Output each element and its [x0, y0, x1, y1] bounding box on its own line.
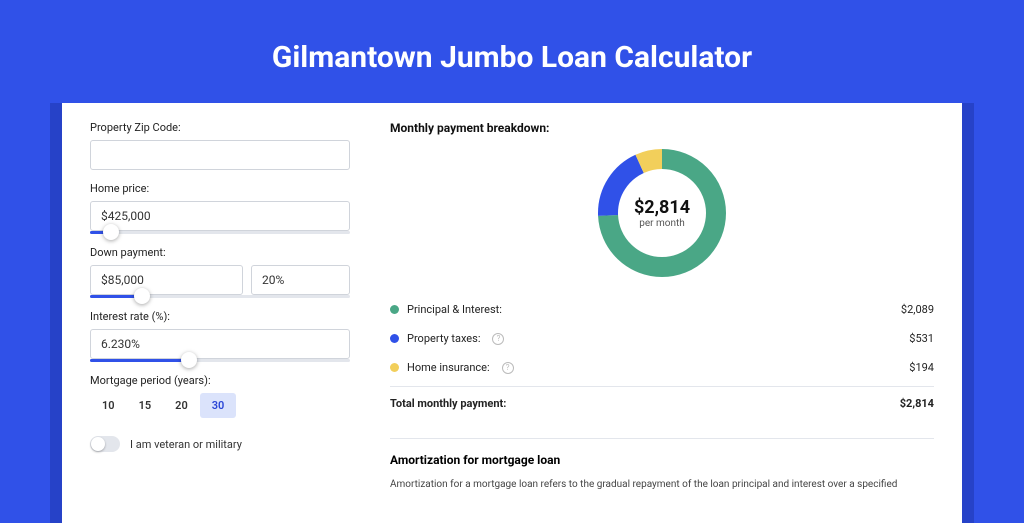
legend-value: $531 — [909, 332, 934, 345]
info-icon[interactable]: ? — [492, 333, 504, 345]
legend-total-row: Total monthly payment: $2,814 — [390, 386, 934, 418]
period-options: 10152030 — [90, 393, 350, 418]
donut-center-value: $2,814 — [634, 197, 690, 218]
total-value: $2,814 — [900, 397, 934, 410]
legend-row: Principal & Interest: $2,089 — [390, 295, 934, 324]
zip-input[interactable] — [90, 140, 350, 170]
interest-label: Interest rate (%): — [90, 310, 350, 323]
legend-value: $2,089 — [901, 303, 934, 316]
breakdown-heading: Monthly payment breakdown: — [390, 121, 934, 135]
panel-shadow: Property Zip Code: Home price: Down paym… — [50, 103, 974, 523]
amortization-heading: Amortization for mortgage loan — [390, 453, 934, 467]
period-option-15[interactable]: 15 — [127, 393, 164, 418]
interest-input[interactable] — [90, 329, 350, 359]
slider-thumb[interactable] — [134, 288, 150, 304]
donut-center-sub: per month — [639, 218, 685, 229]
period-label: Mortgage period (years): — [90, 374, 350, 387]
down-payment-amount-input[interactable] — [90, 265, 243, 295]
period-option-10[interactable]: 10 — [90, 393, 127, 418]
slider-fill — [90, 359, 189, 362]
interest-slider[interactable] — [90, 359, 350, 362]
breakdown-column: Monthly payment breakdown: $2,814 per mo… — [390, 121, 934, 523]
legend-value: $194 — [909, 361, 934, 374]
home-price-label: Home price: — [90, 182, 350, 195]
page-title: Gilmantown Jumbo Loan Calculator — [50, 40, 974, 75]
veteran-label: I am veteran or military — [130, 438, 242, 451]
down-payment-label: Down payment: — [90, 246, 350, 259]
period-option-30[interactable]: 30 — [200, 393, 237, 418]
legend-dot — [390, 363, 399, 372]
slider-thumb[interactable] — [103, 224, 119, 240]
legend-dot — [390, 305, 399, 314]
period-option-20[interactable]: 20 — [163, 393, 200, 418]
payment-donut-chart: $2,814 per month — [598, 149, 726, 277]
slider-thumb[interactable] — [181, 352, 197, 368]
down-payment-slider[interactable] — [90, 295, 350, 298]
legend-dot — [390, 334, 399, 343]
legend-label: Property taxes: — [407, 332, 480, 345]
legend: Principal & Interest: $2,089 Property taxe… — [390, 295, 934, 382]
amortization-text: Amortization for a mortgage loan refers … — [390, 477, 934, 492]
legend-label: Principal & Interest: — [407, 303, 502, 316]
zip-label: Property Zip Code: — [90, 121, 350, 134]
total-label: Total monthly payment: — [390, 397, 506, 410]
form-column: Property Zip Code: Home price: Down paym… — [90, 121, 350, 523]
down-payment-pct-input[interactable] — [251, 265, 350, 295]
legend-row: Property taxes:? $531 — [390, 324, 934, 353]
veteran-toggle[interactable] — [90, 436, 120, 452]
amortization-section: Amortization for mortgage loan Amortizat… — [390, 438, 934, 492]
info-icon[interactable]: ? — [502, 362, 514, 374]
home-price-input[interactable] — [90, 201, 350, 231]
home-price-slider[interactable] — [90, 231, 350, 234]
legend-row: Home insurance:? $194 — [390, 353, 934, 382]
calculator-panel: Property Zip Code: Home price: Down paym… — [62, 103, 962, 523]
legend-label: Home insurance: — [407, 361, 490, 374]
